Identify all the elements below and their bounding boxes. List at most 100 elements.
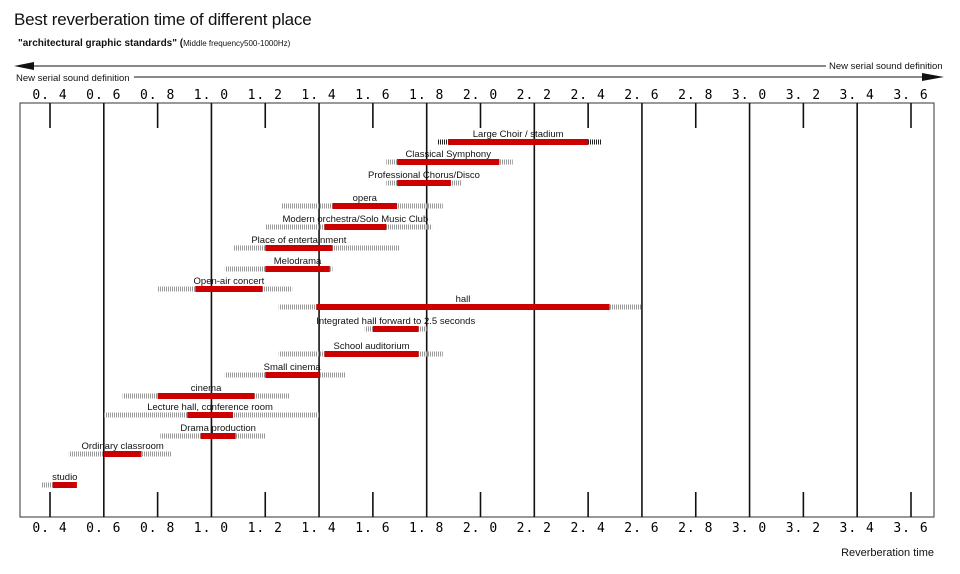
bar-label: Large Choir / stadium	[473, 129, 564, 140]
bar-group: Integrated hall forward to 2.5 seconds	[316, 316, 475, 332]
bar-group: Professional Chorus/Disco	[368, 170, 480, 186]
bar-label: Melodrama	[274, 256, 322, 267]
tick-labels-top: 0. 4 0. 6 0. 8 1. 0 1. 2 1. 4 1. 6 1. 8 2. 0 2. 2…	[32, 88, 928, 103]
tick-label-top: 1. 0	[194, 88, 229, 103]
best-range-bar	[324, 351, 419, 357]
bar-label: cinema	[191, 383, 222, 394]
best-range-bar	[316, 304, 610, 310]
tick-label-top: 1. 2	[248, 88, 283, 103]
tick-label-bottom: 1. 6	[355, 521, 390, 536]
tick-label-bottom: 1. 4	[301, 521, 336, 536]
subtitle-main: "architectural graphic standards" (	[18, 38, 184, 49]
best-range-bar	[103, 451, 142, 457]
subtitle-note: Middle frequency500-1000Hz)	[183, 39, 291, 48]
tick-label-top: 3. 2	[786, 88, 821, 103]
tick-label-top: 2. 4	[570, 88, 605, 103]
tick-label-bottom: 2. 6	[624, 521, 659, 536]
tick-label-bottom: 1. 2	[248, 521, 283, 536]
tick-label-top: 3. 0	[732, 88, 767, 103]
tick-label-bottom: 2. 2	[517, 521, 552, 536]
best-range-bar	[187, 412, 233, 418]
tick-label-bottom: 2. 0	[463, 521, 498, 536]
bar-group: Small cinema	[224, 362, 346, 378]
bar-label: Integrated hall forward to 2.5 seconds	[316, 316, 475, 327]
bar-group: School auditorium	[278, 341, 443, 357]
tick-label-top: 3. 4	[840, 88, 875, 103]
best-range-bar	[195, 286, 263, 292]
best-range-bar	[324, 224, 387, 230]
best-range-bar	[372, 326, 419, 332]
x-axis-label: Reverberation time	[841, 547, 934, 559]
tick-label-bottom: 3. 6	[893, 521, 928, 536]
tick-label-bottom: 3. 4	[840, 521, 875, 536]
bar-group: opera	[281, 193, 443, 209]
bar-group: cinema	[122, 383, 290, 399]
tick-label-top: 1. 8	[409, 88, 444, 103]
bar-group: Drama production	[160, 423, 266, 439]
tick-label-top: 2. 0	[463, 88, 498, 103]
bar-label: hall	[456, 294, 471, 305]
bar-group: Modern orchestra/Solo Music Club	[265, 214, 433, 230]
tick-label-top: 0. 4	[32, 88, 67, 103]
bar-label: Open-air concert	[194, 276, 265, 287]
bar-label: studio	[52, 472, 77, 483]
tick-label-top: 2. 6	[624, 88, 659, 103]
definition-arrow-left-head	[14, 62, 34, 70]
tick-label-top: 3. 6	[893, 88, 928, 103]
tick-label-bottom: 0. 4	[32, 521, 67, 536]
bar-label: Modern orchestra/Solo Music Club	[283, 214, 429, 225]
bar-label: opera	[353, 193, 378, 204]
tick-label-top: 1. 6	[355, 88, 390, 103]
bar-label: Place of entertainment	[251, 235, 346, 246]
bar-group: Large Choir / stadium	[437, 129, 602, 145]
bar-group: Place of entertainment	[232, 235, 400, 251]
definition-arrow-right-head	[922, 73, 944, 81]
tick-labels-bottom: 0. 4 0. 6 0. 8 1. 0 1. 2 1. 4 1. 6 1. 8 2. 0 2. 2…	[32, 521, 928, 536]
tick-label-bottom: 1. 8	[409, 521, 444, 536]
best-range-bar	[52, 482, 77, 488]
tick-label-top: 0. 8	[140, 88, 175, 103]
best-range-bar	[397, 159, 500, 165]
definition-label-right: New serial sound definition	[829, 61, 943, 72]
best-range-bar	[265, 372, 320, 378]
bar-group: Classical Symphony	[386, 149, 513, 165]
definition-label-left: New serial sound definition	[16, 73, 130, 84]
bar-group: Ordinary classroom	[68, 441, 172, 457]
tick-label-top: 1. 4	[301, 88, 336, 103]
best-range-bar	[332, 203, 398, 209]
bar-label: Small cinema	[264, 362, 322, 373]
bar-label: Classical Symphony	[405, 149, 491, 160]
best-range-bar	[157, 393, 255, 399]
tick-label-top: 2. 2	[517, 88, 552, 103]
bar-group: studio	[41, 472, 77, 488]
best-range-bar	[200, 433, 236, 439]
tick-label-top: 2. 8	[678, 88, 713, 103]
definition-arrows: New serial sound definition New serial s…	[14, 61, 944, 84]
bars: Large Choir / stadium Classical Symphony P…	[41, 129, 642, 488]
bar-group: Open-air concert	[157, 276, 293, 292]
best-range-bar	[397, 180, 451, 186]
bar-group: Melodrama	[224, 256, 333, 272]
tick-label-top: 0. 6	[86, 88, 121, 103]
tick-label-bottom: 1. 0	[194, 521, 229, 536]
best-range-bar	[448, 139, 589, 145]
tick-label-bottom: 0. 6	[86, 521, 121, 536]
chart-title: Best reverberation time of different pla…	[14, 10, 312, 29]
bar-group: hall	[278, 294, 642, 310]
tick-label-bottom: 0. 8	[140, 521, 175, 536]
bar-group: Lecture hall, conference room	[103, 402, 320, 418]
best-range-bar	[265, 245, 333, 251]
bar-label: Lecture hall, conference room	[147, 402, 273, 413]
bar-label: School auditorium	[334, 341, 410, 352]
bar-label: Ordinary classroom	[81, 441, 163, 452]
plot-frame	[19, 102, 935, 518]
bar-label: Drama production	[180, 423, 256, 434]
chart-subtitle: "architectural graphic standards" (Middl…	[18, 38, 290, 49]
tick-label-bottom: 3. 2	[786, 521, 821, 536]
bar-label: Professional Chorus/Disco	[368, 170, 480, 181]
tick-label-bottom: 3. 0	[732, 521, 767, 536]
best-range-bar	[265, 266, 330, 272]
tick-label-bottom: 2. 8	[678, 521, 713, 536]
tick-label-bottom: 2. 4	[570, 521, 605, 536]
